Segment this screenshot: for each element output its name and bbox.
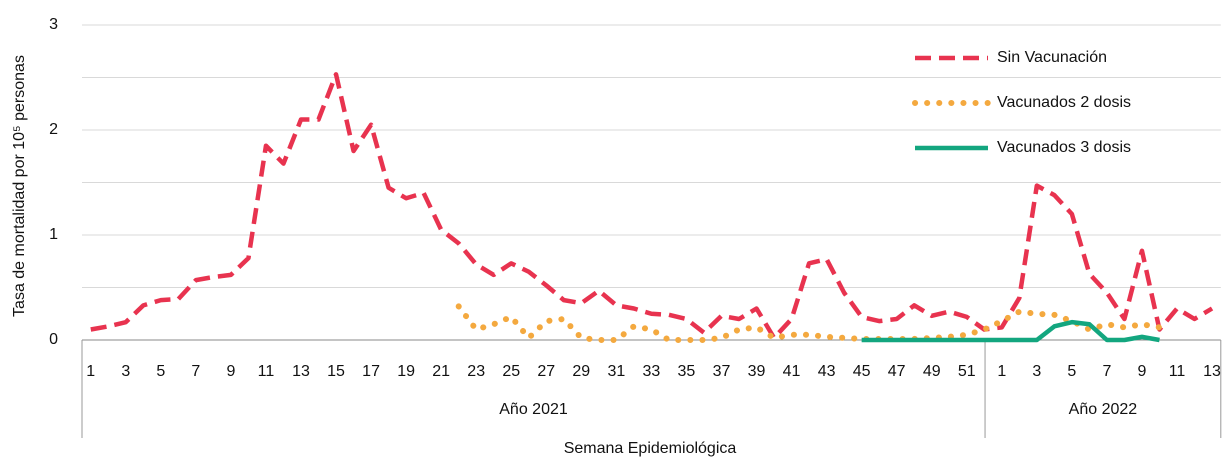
series-line: [861, 319, 1160, 343]
y-tick-label: 0: [49, 331, 58, 348]
x-tick-label: 25: [502, 363, 520, 380]
x-tick-label: 1: [997, 363, 1006, 380]
x-tick-label: 9: [226, 363, 235, 380]
x-tick-label: 7: [1102, 363, 1111, 380]
x-tick-label: 3: [121, 363, 130, 380]
x-tick-label: 51: [958, 363, 976, 380]
legend-label: Vacunados 2 dosis: [997, 94, 1131, 111]
x-tick-label: 27: [537, 363, 555, 380]
x-tick-label: 13: [1203, 363, 1221, 380]
series-line: [90, 72, 1214, 341]
x-tick-label: 43: [818, 363, 836, 380]
x-tick-label: 11: [1169, 363, 1186, 380]
x-tick-label: 37: [713, 363, 731, 380]
y-tick-label: 2: [49, 121, 58, 138]
series-line: [455, 303, 1163, 343]
x-tick-label: 47: [888, 363, 906, 380]
x-tick-label: 29: [572, 363, 590, 380]
x-tick-label: 23: [467, 363, 485, 380]
x-axis-title: Semana Epidemiológica: [564, 440, 737, 457]
x-tick-label: 7: [191, 363, 200, 380]
x-tick-label: 41: [783, 363, 801, 380]
x-tick-label: 5: [156, 363, 165, 380]
y-tick-label: 3: [49, 16, 58, 33]
x-tick-label: 39: [748, 363, 766, 380]
x-tick-label: 33: [643, 363, 661, 380]
x-tick-label: 17: [362, 363, 380, 380]
y-tick-label: 1: [49, 226, 58, 243]
legend-label: Vacunados 3 dosis: [997, 139, 1131, 156]
group-label: Año 2021: [499, 401, 568, 418]
group-label: Año 2022: [1069, 401, 1138, 418]
x-tick-label: 3: [1032, 363, 1041, 380]
x-tick-label: 35: [678, 363, 696, 380]
x-tick-label: 11: [258, 363, 275, 380]
x-tick-label: 15: [327, 363, 345, 380]
x-tick-label: 13: [292, 363, 310, 380]
legend-label: Sin Vacunación: [997, 49, 1107, 66]
x-tick-label: 19: [397, 363, 415, 380]
x-tick-label: 5: [1067, 363, 1076, 380]
x-tick-label: 45: [853, 363, 871, 380]
x-tick-label: 21: [432, 363, 450, 380]
x-tick-label: 49: [923, 363, 941, 380]
x-tick-label: 1: [86, 363, 95, 380]
x-tick-label: 31: [607, 363, 625, 380]
x-tick-label: 9: [1138, 363, 1147, 380]
y-axis-title: Tasa de mortalidad por 10⁵ personas: [11, 55, 28, 317]
